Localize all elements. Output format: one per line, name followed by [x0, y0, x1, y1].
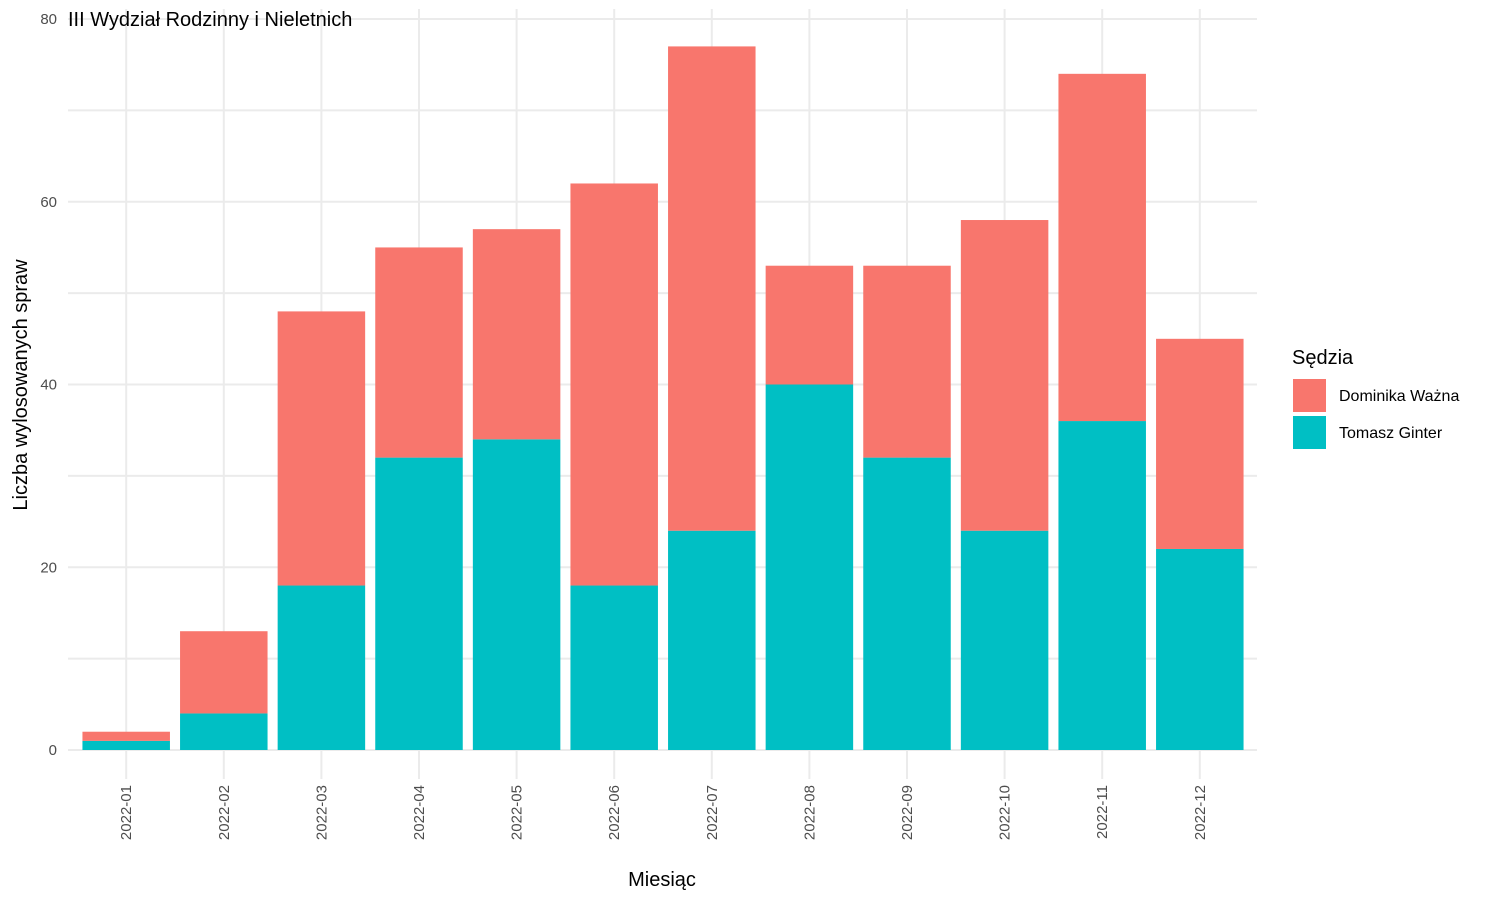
bar-segment [375, 247, 463, 458]
bar-segment [472, 229, 561, 440]
bars-layer [82, 46, 1244, 750]
y-tick-label: 80 [40, 11, 57, 28]
bar-segment [180, 713, 268, 750]
x-tick-label: 2022-01 [118, 785, 135, 840]
y-tick-label: 20 [40, 559, 57, 576]
x-tick-label: 2022-10 [997, 785, 1014, 840]
x-tick-label: 2022-08 [801, 785, 818, 840]
legend-label: Tomasz Ginter [1339, 425, 1443, 442]
bar-segment [570, 183, 658, 586]
x-axis-title: Miesiąc [628, 869, 696, 891]
legend: Sędzia Dominika Ważna Tomasz Ginter [1292, 347, 1459, 449]
bar-segment [1058, 421, 1146, 750]
bar-segment [472, 439, 561, 750]
bar-segment [277, 585, 366, 750]
x-tick-label: 2022-06 [606, 785, 623, 840]
bar-segment [570, 585, 658, 750]
bar-segment [180, 631, 268, 714]
bar-segment [863, 265, 951, 458]
y-tick-label: 40 [40, 377, 57, 394]
y-axis-title: Liczba wylosowanych spraw [10, 259, 32, 511]
x-tick-label: 2022-05 [509, 785, 526, 840]
x-tick-label: 2022-12 [1192, 785, 1209, 840]
x-tick-label: 2022-07 [704, 785, 721, 840]
legend-key [1293, 379, 1326, 412]
y-axis-ticks: 0 20 40 60 80 [40, 11, 57, 759]
bar-segment [1058, 73, 1146, 422]
bar-segment [668, 46, 756, 531]
x-tick-label: 2022-02 [216, 785, 233, 840]
bar-segment [375, 457, 463, 750]
legend-key [1293, 416, 1326, 449]
legend-title: Sędzia [1292, 347, 1354, 369]
legend-label: Dominika Ważna [1339, 388, 1459, 405]
bar-segment [765, 384, 854, 750]
x-tick-label: 2022-03 [313, 785, 330, 840]
y-tick-label: 60 [40, 194, 57, 211]
chart-title: III Wydział Rodzinny i Nieletnich [68, 9, 352, 31]
x-tick-label: 2022-04 [411, 785, 428, 840]
bar-segment [960, 220, 1049, 531]
bar-segment [1156, 548, 1244, 750]
x-tick-label: 2022-09 [899, 785, 916, 840]
x-tick-label: 2022-11 [1094, 785, 1111, 839]
bar-segment [277, 311, 366, 586]
y-tick-label: 0 [49, 742, 57, 759]
bar-segment [863, 457, 951, 750]
bar-segment [82, 740, 170, 750]
bar-segment [1156, 338, 1244, 549]
bar-segment [960, 530, 1049, 750]
x-axis-ticks: 2022-01 2022-02 2022-03 2022-04 2022-05 2022-… [118, 785, 1209, 840]
bar-segment [765, 265, 854, 385]
bar-segment [82, 731, 170, 741]
bar-segment [668, 530, 756, 750]
